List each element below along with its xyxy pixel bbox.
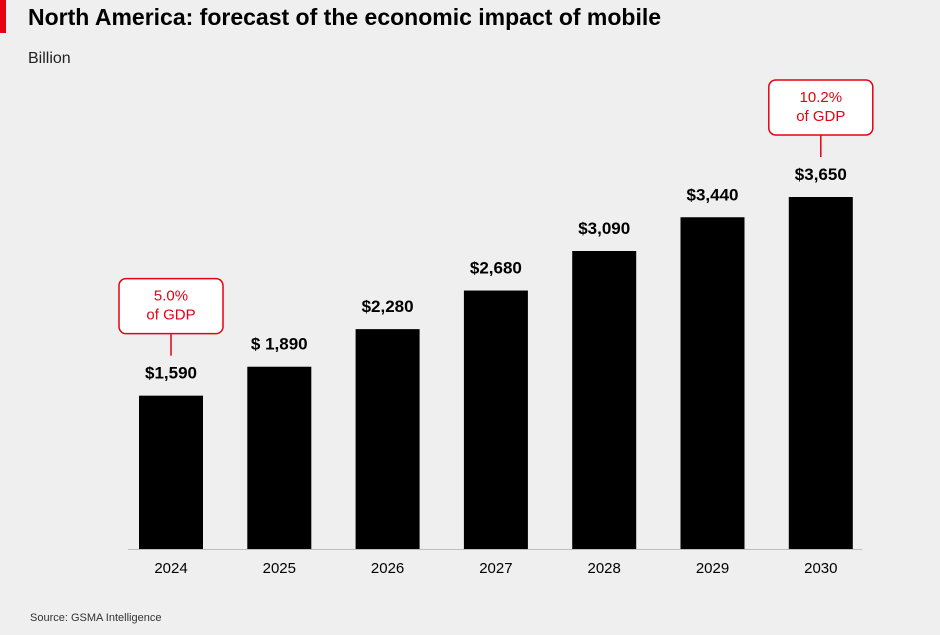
- x-tick-label: 2030: [804, 560, 837, 577]
- x-tick-label: 2025: [263, 560, 296, 577]
- bar: [788, 197, 853, 549]
- bar: [355, 329, 420, 549]
- x-tick-label: 2029: [696, 560, 729, 577]
- x-tick-label: 2027: [479, 560, 512, 577]
- annotation-box: [768, 79, 874, 136]
- title-accent-bar: [0, 0, 6, 33]
- chart-subtitle: Billion: [28, 50, 71, 67]
- bar-value-label: $ 1,890: [251, 335, 308, 354]
- bar: [247, 366, 312, 549]
- bar-value-label: $2,280: [362, 297, 414, 316]
- bar: [680, 217, 745, 549]
- bar-value-label: $1,590: [145, 364, 197, 383]
- bar: [463, 290, 528, 549]
- x-tick-label: 2028: [588, 560, 621, 577]
- source-note: Source: GSMA Intelligence: [30, 612, 162, 624]
- bar: [572, 251, 637, 549]
- chart-title: North America: forecast of the economic …: [28, 4, 662, 30]
- annotation-text: 5.0%: [154, 288, 188, 305]
- annotation-text: 10.2%: [800, 89, 843, 106]
- bar-value-label: $3,090: [578, 219, 630, 238]
- bar-value-label: $3,440: [687, 185, 739, 204]
- bar-value-label: $3,650: [795, 165, 847, 184]
- x-tick-label: 2026: [371, 560, 404, 577]
- annotation-box: [118, 277, 224, 335]
- annotation-text: of GDP: [796, 108, 845, 125]
- bar-value-label: $2,680: [470, 259, 522, 278]
- x-tick-label: 2024: [154, 560, 187, 577]
- bar: [139, 395, 203, 549]
- annotation-text: of GDP: [146, 307, 195, 324]
